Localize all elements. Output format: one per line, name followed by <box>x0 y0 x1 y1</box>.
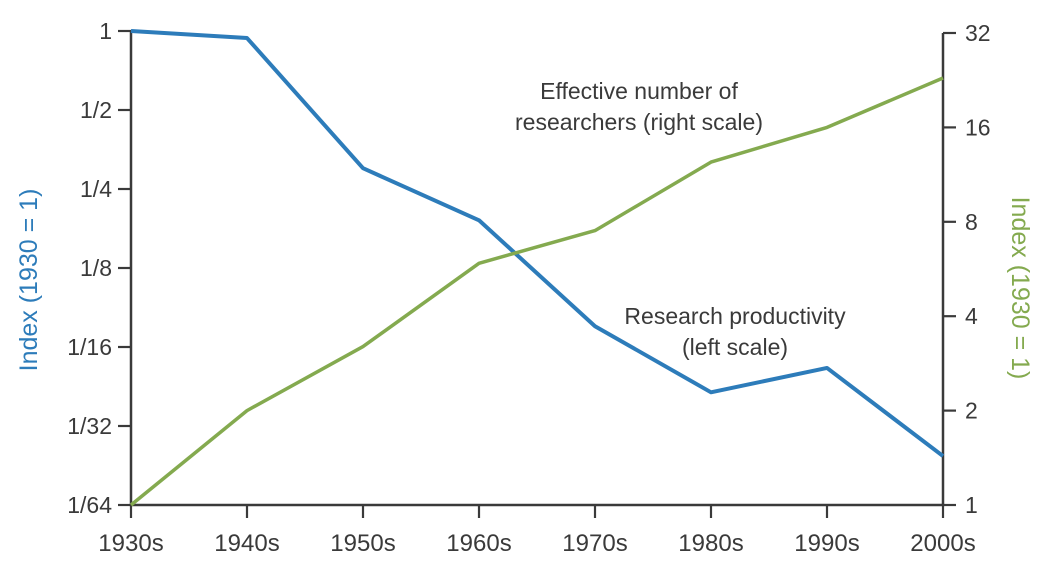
x-axis-tick-label: 1970s <box>562 530 627 557</box>
series-line-research-productivity <box>130 29 945 458</box>
annotation-researchers-label: researchers (right scale) <box>515 109 763 135</box>
right-axis-tick-label: 32 <box>965 20 991 46</box>
x-axis-tick-label: 1950s <box>330 530 395 557</box>
annotation-researchers-label: Effective number of <box>540 78 738 104</box>
right-axis-tick-label: 16 <box>965 114 991 140</box>
left-axis-tick-label: 1/32 <box>67 413 112 439</box>
left-axis-tick-label: 1/8 <box>80 255 112 281</box>
right-axis-tick-label: 2 <box>965 398 978 424</box>
right-axis-tick-label: 4 <box>965 303 978 329</box>
left-axis-tick-label: 1/4 <box>80 176 112 202</box>
x-axis-tick-label: 1980s <box>678 530 743 557</box>
left-axis-tick-label: 1/2 <box>80 97 112 123</box>
x-axis-tick-label: 1930s <box>98 530 163 557</box>
right-axis-tick-label: 1 <box>965 492 978 518</box>
left-axis-tick-label: 1 <box>99 18 112 44</box>
left-axis-tick-label: 1/16 <box>67 334 112 360</box>
annotation-productivity-label: Research productivity <box>624 303 846 329</box>
x-axis-tick-label: 1960s <box>446 530 511 557</box>
left-axis-title: Index (1930 = 1) <box>15 189 43 372</box>
right-axis-title: Index (1930 = 1) <box>1006 197 1034 380</box>
annotation-productivity-label: (left scale) <box>682 334 788 360</box>
series-line-effective-number-of-researchers <box>129 76 944 507</box>
x-axis-tick-label: 1990s <box>794 530 859 557</box>
left-axis-tick-label: 1/64 <box>67 492 112 518</box>
right-axis-tick-label: 8 <box>965 209 978 235</box>
x-axis-tick-label: 2000s <box>910 530 975 557</box>
x-axis-tick-label: 1940s <box>214 530 279 557</box>
